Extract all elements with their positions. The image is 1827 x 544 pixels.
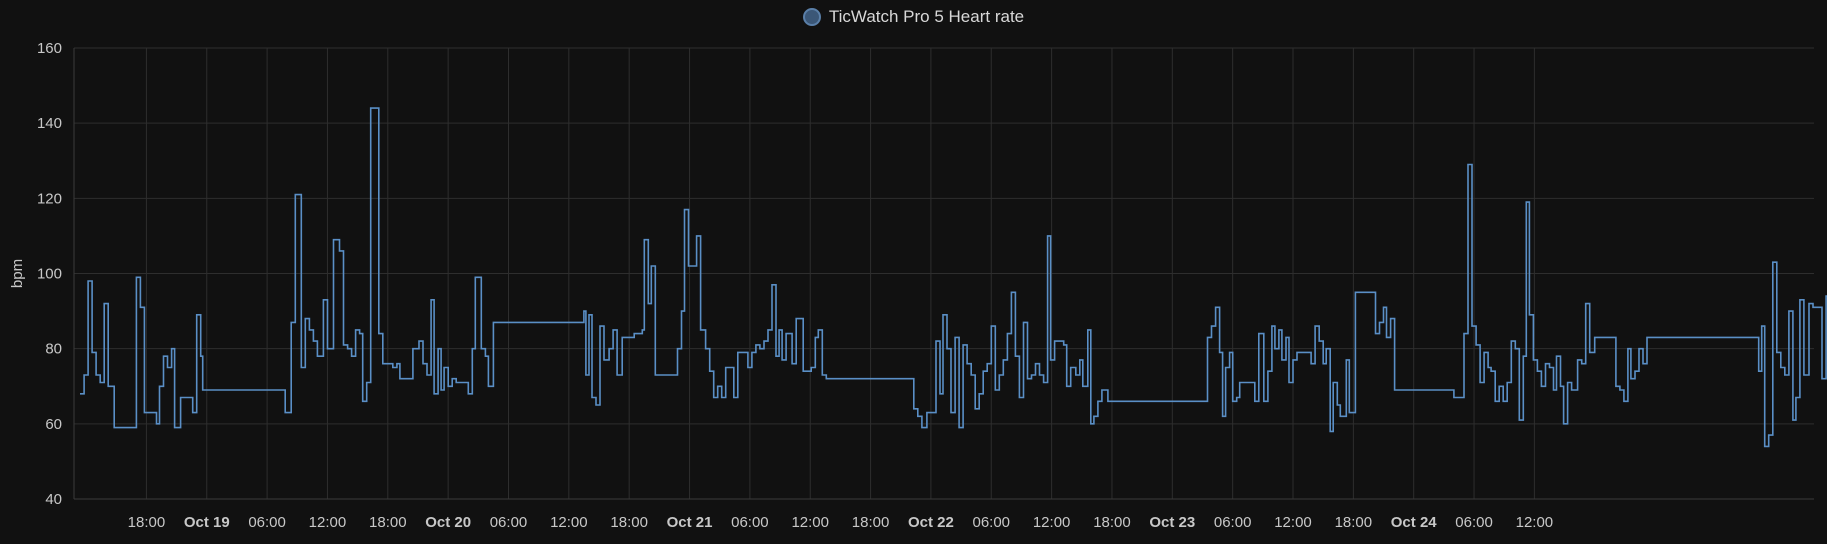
y-tick-label: 140 (37, 115, 62, 132)
y-tick-label: 120 (37, 190, 62, 207)
x-tick-label: 06:00 (490, 514, 528, 531)
x-axis-ticks: 18:00 Oct 19 06:00 12:00 18:00 Oct 20 06:00 12:… (128, 514, 1554, 531)
x-tick-label: Oct 19 (184, 514, 230, 531)
x-tick-label: Oct 24 (1391, 514, 1438, 531)
heart-rate-series-line[interactable] (80, 107, 1827, 448)
legend-swatch-icon[interactable] (802, 8, 821, 26)
y-tick-label: 100 (37, 266, 62, 283)
x-tick-label: 18:00 (610, 514, 648, 531)
chart-legend[interactable]: TicWatch Pro 5 Heart rate (0, 7, 1827, 27)
x-tick-label: Oct 21 (667, 514, 713, 531)
x-tick-label: 12:00 (1516, 514, 1554, 531)
x-tick-label: 18:00 (1335, 514, 1373, 531)
x-tick-label: 18:00 (128, 514, 166, 531)
y-tick-label: 160 (37, 40, 62, 57)
x-tick-label: 12:00 (550, 514, 588, 531)
x-tick-label: 06:00 (972, 514, 1010, 531)
x-tick-label: 12:00 (1274, 514, 1312, 531)
legend-label[interactable]: TicWatch Pro 5 Heart rate (828, 7, 1025, 26)
y-axis-ticks: 40 60 80 100 120 140 160 (37, 40, 62, 508)
x-tick-label: 12:00 (791, 514, 829, 531)
y-tick-label: 80 (45, 341, 62, 358)
x-tick-label: 12:00 (1033, 514, 1071, 531)
y-tick-label: 40 (45, 491, 62, 508)
x-tick-label: Oct 23 (1149, 514, 1195, 531)
x-tick-label: Oct 22 (908, 514, 954, 531)
series-group (80, 107, 1827, 448)
x-tick-label: 12:00 (309, 514, 347, 531)
x-tick-label: 06:00 (1455, 514, 1493, 531)
y-tick-label: 60 (45, 416, 62, 433)
x-tick-label: 06:00 (731, 514, 769, 531)
x-tick-label: 18:00 (369, 514, 407, 531)
y-axis-label: bpm (9, 259, 26, 288)
grid-lines (73, 47, 1814, 500)
x-tick-label: 18:00 (1093, 514, 1131, 531)
x-tick-label: 06:00 (248, 514, 286, 531)
x-tick-label: 06:00 (1214, 514, 1252, 531)
x-tick-label: Oct 20 (425, 514, 471, 531)
x-tick-label: 18:00 (852, 514, 890, 531)
